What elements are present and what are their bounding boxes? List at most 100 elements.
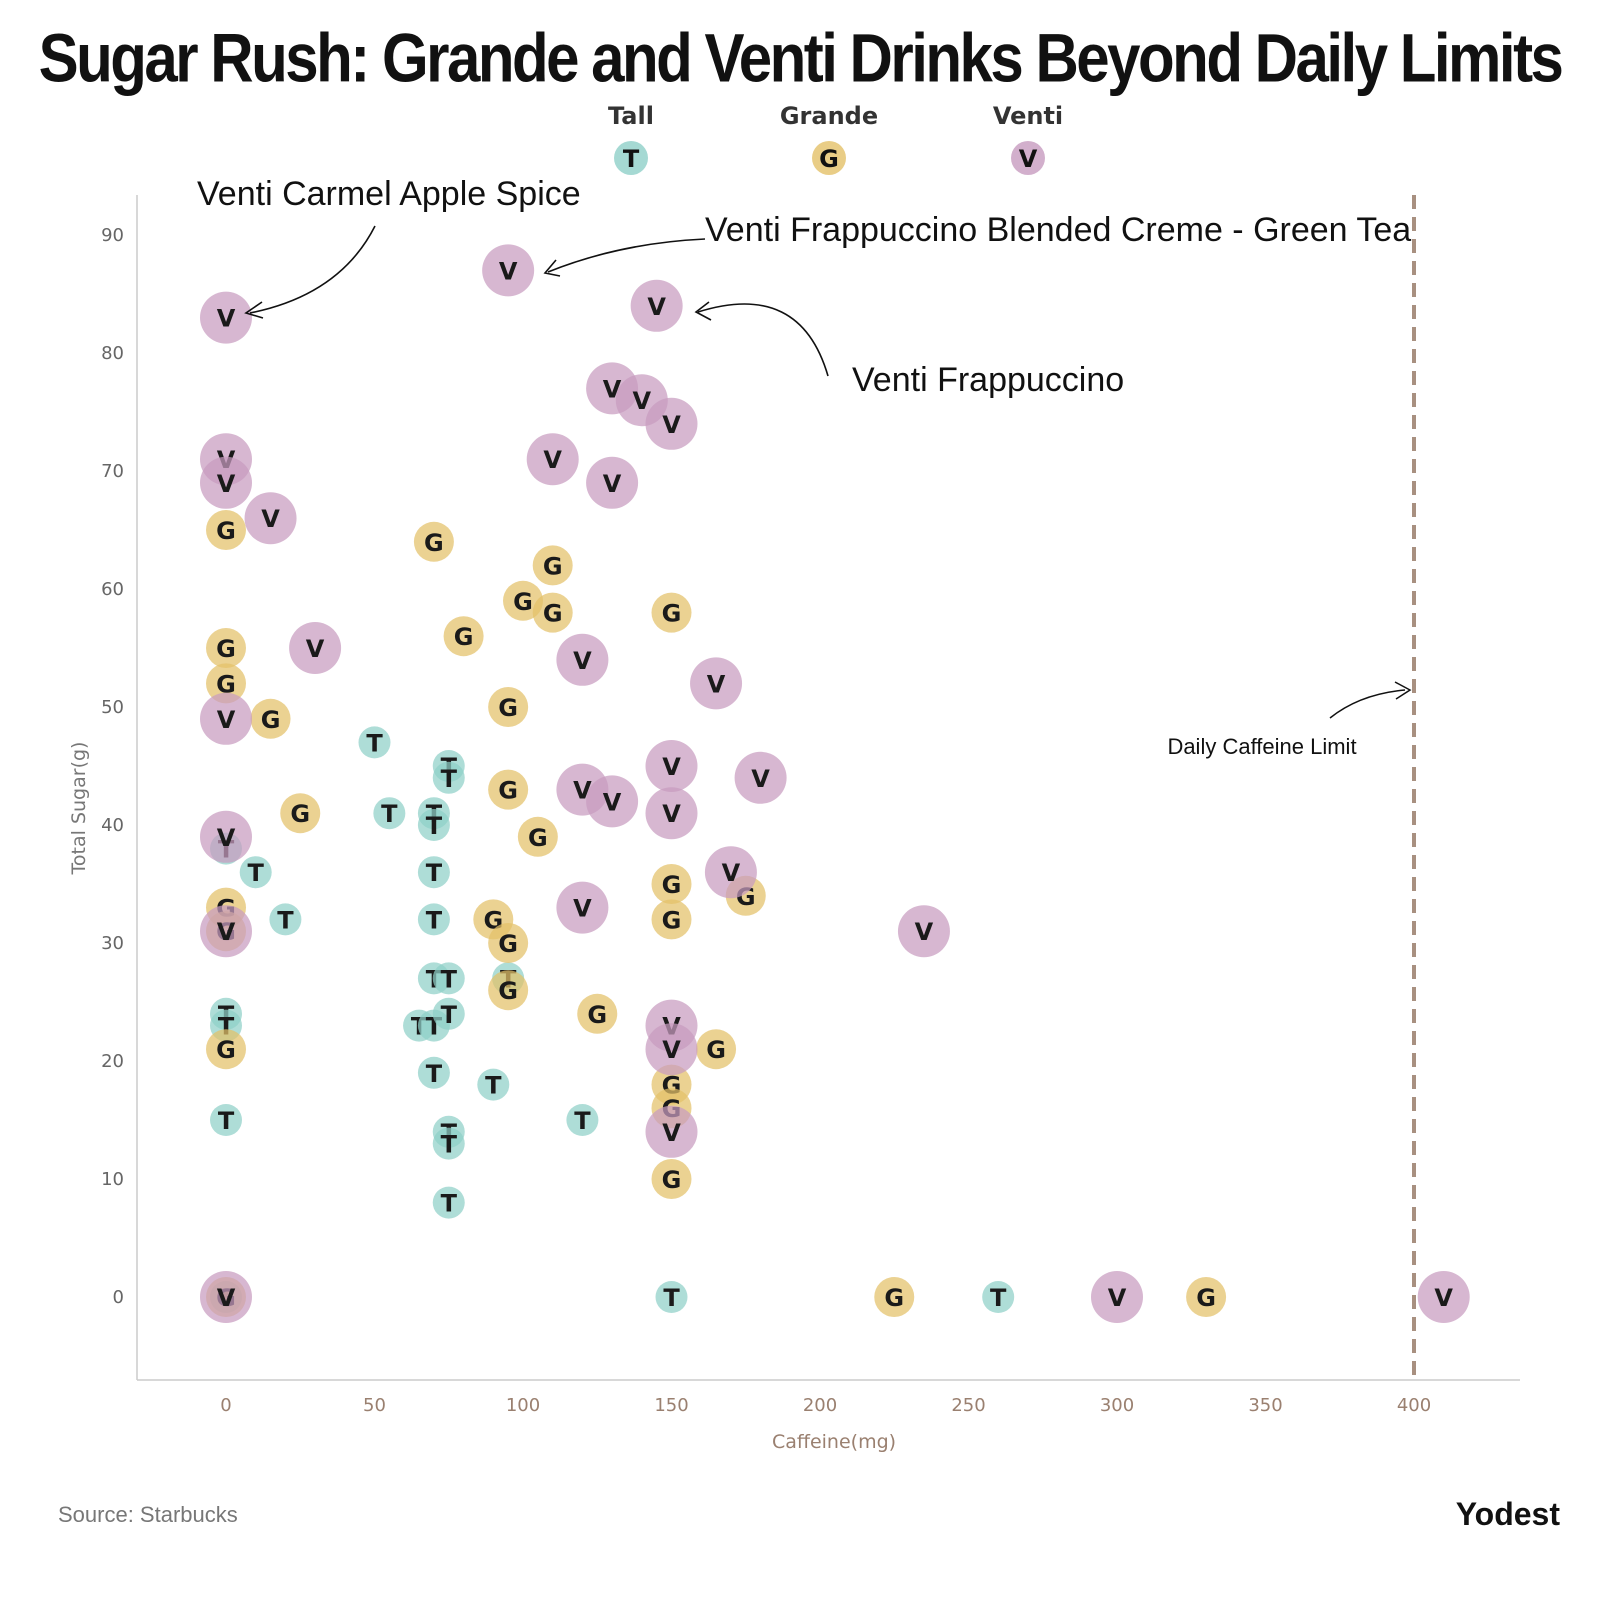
point-letter-venti: V xyxy=(662,411,681,439)
point-letter-tall: T xyxy=(574,1107,591,1135)
point-venti xyxy=(289,622,342,674)
y-tick-label: 50 xyxy=(101,697,124,718)
point-venti xyxy=(645,1105,698,1158)
point-venti xyxy=(586,456,639,509)
point-letter-grande: G xyxy=(587,1001,607,1029)
legend-marker-tall xyxy=(614,141,648,175)
point-letter-tall: T xyxy=(441,765,458,793)
point-tall xyxy=(432,761,465,794)
point-letter-tall: T xyxy=(441,1190,458,1218)
annotation-arrowhead xyxy=(244,301,264,319)
point-letter-venti: V xyxy=(217,706,236,734)
annotation-arrowhead xyxy=(694,301,712,321)
point-venti xyxy=(200,1271,252,1323)
brand-logo: Yodest xyxy=(1455,1496,1560,1532)
point-letter-venti: V xyxy=(603,470,622,498)
point-letter-grande: G xyxy=(261,706,281,734)
point-venti xyxy=(734,751,787,804)
point-letter-venti: V xyxy=(662,753,681,781)
point-letter-venti: V xyxy=(573,647,592,675)
point-venti xyxy=(482,244,535,297)
point-letter-grande: G xyxy=(543,552,563,580)
point-letter-grande: G xyxy=(498,977,518,1005)
x-tick-label: 400 xyxy=(1397,1395,1431,1416)
legend: Tall T Grande G Venti V xyxy=(608,102,1063,175)
point-letter-venti: V xyxy=(217,305,236,333)
point-venti xyxy=(200,291,252,344)
reference-line-label: Daily Caffeine Limit xyxy=(1167,734,1356,759)
point-grande xyxy=(280,793,321,834)
reference-line-group: Daily Caffeine Limit xyxy=(1167,195,1416,1375)
y-axis-title: Total Sugar(g) xyxy=(68,742,90,876)
point-venti xyxy=(690,657,743,710)
point-grande xyxy=(443,616,484,657)
y-tick-label: 80 xyxy=(101,343,124,364)
point-letter-venti: V xyxy=(751,765,770,793)
legend-marker-letter: G xyxy=(819,145,839,173)
point-venti xyxy=(200,810,252,863)
point-letter-venti: V xyxy=(633,387,652,415)
point-letter-venti: V xyxy=(1108,1284,1127,1312)
point-grande xyxy=(517,816,558,857)
point-letter-grande: G xyxy=(662,906,682,934)
point-venti xyxy=(244,492,297,545)
x-tick-label: 200 xyxy=(803,1395,837,1416)
point-grande xyxy=(577,993,618,1034)
point-venti xyxy=(200,456,252,509)
x-tick-label: 250 xyxy=(951,1395,985,1416)
point-grande xyxy=(651,899,692,940)
point-tall xyxy=(655,1281,688,1313)
annotation-arrow xyxy=(697,303,829,377)
point-tall xyxy=(432,962,465,995)
y-tick-label: 90 xyxy=(101,225,124,246)
point-tall xyxy=(432,1127,465,1160)
point-letter-venti: V xyxy=(662,1036,681,1064)
point-grande xyxy=(696,1029,737,1070)
point-letter-grande: G xyxy=(884,1284,904,1312)
point-tall xyxy=(982,1281,1015,1313)
point-tall xyxy=(239,856,272,889)
point-tall xyxy=(432,1186,465,1219)
point-tall xyxy=(417,809,450,841)
x-tick-label: 100 xyxy=(506,1395,540,1416)
point-venti xyxy=(200,905,252,958)
data-points: TTTTTTTTTTTTTTTTTTTTTTTTTTTTTGGGGGGGGGGG… xyxy=(200,244,1470,1323)
point-letter-grande: G xyxy=(498,694,518,722)
annotation-arrow xyxy=(547,238,706,273)
point-letter-grande: G xyxy=(216,517,236,545)
point-letter-venti: V xyxy=(573,895,592,923)
y-tick-label: 40 xyxy=(101,815,124,836)
point-letter-grande: G xyxy=(454,623,474,651)
point-letter-venti: V xyxy=(707,670,726,698)
point-letter-tall: T xyxy=(426,812,443,840)
point-letter-grande: G xyxy=(424,529,444,557)
point-letter-tall: T xyxy=(277,906,294,934)
legend-marker-letter: V xyxy=(1019,145,1038,173)
point-letter-venti: V xyxy=(662,800,681,828)
y-tick-label: 30 xyxy=(101,933,124,954)
legend-label-tall: Tall xyxy=(608,102,654,130)
legend-marker-grande xyxy=(812,141,846,175)
point-grande xyxy=(206,663,246,704)
point-letter-venti: V xyxy=(662,1119,681,1147)
point-letter-grande: G xyxy=(216,635,236,663)
point-grande xyxy=(651,1159,692,1199)
point-letter-grande: G xyxy=(543,600,563,628)
point-letter-tall: T xyxy=(485,1072,502,1100)
point-venti xyxy=(200,692,252,745)
point-letter-tall: T xyxy=(441,965,458,993)
point-tall xyxy=(373,797,406,830)
x-tick-label: 50 xyxy=(363,1395,386,1416)
point-venti xyxy=(556,881,609,934)
point-grande xyxy=(1186,1277,1227,1317)
point-grande xyxy=(651,592,692,633)
point-grande xyxy=(488,970,529,1011)
point-tall xyxy=(358,726,391,759)
legend-marker-venti xyxy=(1011,141,1045,175)
point-letter-grande: G xyxy=(528,824,548,852)
point-grande xyxy=(651,864,692,904)
point-tall xyxy=(417,856,450,889)
y-tick-label: 70 xyxy=(101,461,124,482)
point-letter-grande: G xyxy=(662,600,682,628)
